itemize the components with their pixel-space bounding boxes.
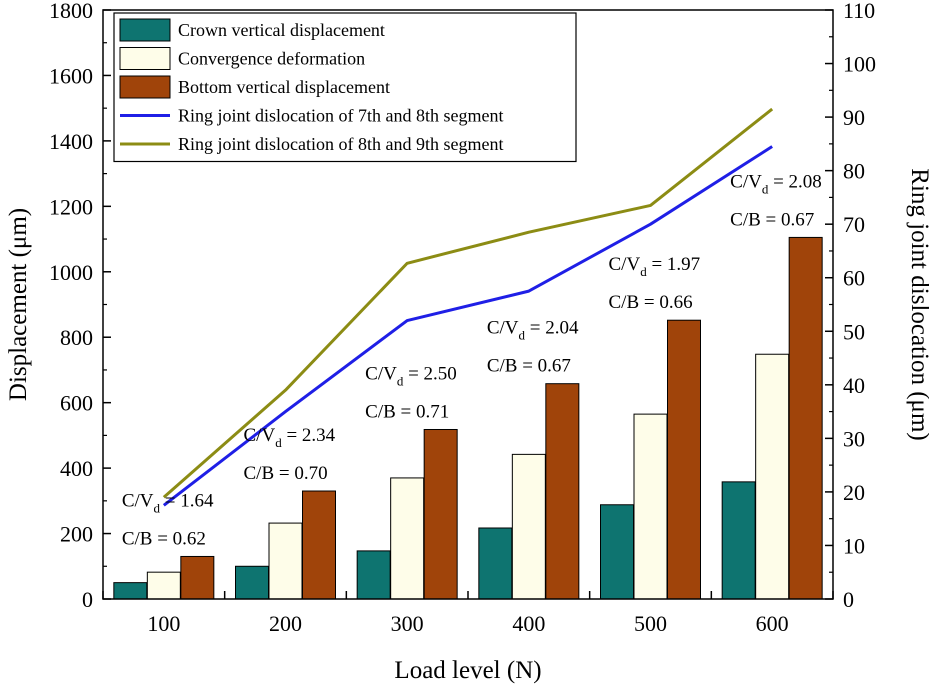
annotation-cb-ratio: C/B = 0.66 <box>609 292 693 313</box>
y2-tick-label: 70 <box>843 212 865 237</box>
bar-3-200 <box>302 490 336 600</box>
annotation-cb-ratio: C/B = 0.67 <box>487 356 571 377</box>
legend-swatch-3 <box>119 75 171 99</box>
axes-layer: 0 200 400 600 800 1000 1200 1400 1600 1800 0 10 20 30… <box>49 0 876 636</box>
annotation-cv-ratio: C/Vd = 2.50 <box>365 363 457 388</box>
bar-1-400 <box>478 527 513 600</box>
bar-2-500 <box>633 413 668 600</box>
y2-tick-label: 100 <box>843 52 876 77</box>
bar-2-100 <box>146 571 181 600</box>
legend-label-2: Convergence deformation <box>178 49 365 69</box>
annotation-cv-ratio: C/Vd = 1.97 <box>609 254 701 279</box>
legend-label-1: Crown vertical displacement <box>178 20 385 40</box>
annotation-cv-ratio: C/Vd = 2.08 <box>730 171 822 196</box>
x-tick-label: 400 <box>512 611 545 636</box>
bar-3-400 <box>545 383 580 600</box>
annotation-cv-ratio: C/Vd = 2.34 <box>244 425 336 450</box>
y2-tick-label: 90 <box>843 105 865 130</box>
y2-tick-label: 80 <box>843 159 865 184</box>
y-tick-label: 1400 <box>49 129 93 154</box>
y2-tick-label: 20 <box>843 480 865 505</box>
y-tick-label: 400 <box>60 456 93 481</box>
bar-1-500 <box>600 504 634 600</box>
y-tick-label: 1800 <box>49 0 93 23</box>
x-tick-label: 300 <box>391 611 424 636</box>
x-tick-label: 200 <box>269 611 302 636</box>
legend-swatch-2 <box>119 47 171 70</box>
annotation-cv-ratio: C/Vd = 2.04 <box>487 318 579 343</box>
y-tick-label: 600 <box>60 391 93 416</box>
annotation-cb-ratio: C/B = 0.62 <box>122 528 206 549</box>
bar-3-100 <box>180 555 215 600</box>
bar-2-600 <box>755 353 790 600</box>
y-axis-title: Displacement (μm) <box>5 208 32 401</box>
bar-1-200 <box>235 565 269 600</box>
bar-2-200 <box>268 522 303 600</box>
y-tick-label: 1600 <box>49 63 93 88</box>
y2-tick-label: 10 <box>843 533 865 558</box>
y-tick-label: 800 <box>60 325 93 350</box>
x-tick-label: 600 <box>756 611 789 636</box>
x-tick-label: 100 <box>147 611 180 636</box>
y2-tick-label: 110 <box>843 0 875 23</box>
legend-swatch-1 <box>119 18 171 42</box>
legend-box <box>113 12 577 163</box>
annotation-cb-ratio: C/B = 0.67 <box>730 209 814 230</box>
y2-tick-label: 60 <box>843 266 865 291</box>
bar-1-300 <box>356 550 391 600</box>
y2-tick-label: 0 <box>843 587 854 612</box>
annotations-layer: C/Vd = 1.64 C/B = 0.62 C/Vd = 2.34 C/B = 0.… <box>122 171 822 549</box>
y2-tick-label: 50 <box>843 319 865 344</box>
y2-tick-label: 30 <box>843 426 865 451</box>
bar-2-300 <box>390 477 425 600</box>
annotation-cv-ratio: C/Vd = 1.64 <box>122 490 214 515</box>
legend: Crown vertical displacement Convergence d… <box>113 12 577 163</box>
annotation-cb-ratio: C/B = 0.70 <box>244 463 328 484</box>
bar-1-100 <box>113 582 148 600</box>
series-line-2 <box>162 107 774 499</box>
annotation-cb-ratio: C/B = 0.71 <box>365 401 449 422</box>
y2-tick-label: 40 <box>843 373 865 398</box>
legend-label-5: Ring joint dislocation of 8th and 9th se… <box>178 134 503 154</box>
legend-label-3: Bottom vertical displacement <box>178 77 390 97</box>
lines-layer <box>162 107 774 507</box>
bar-3-600 <box>788 236 823 600</box>
bar-2-400 <box>511 453 546 600</box>
legend-label-4: Ring joint dislocation of 7th and 8th se… <box>178 106 503 126</box>
bars-layer <box>113 236 823 600</box>
x-axis-title: Load level (N) <box>394 657 541 684</box>
y-tick-label: 1000 <box>49 260 93 285</box>
y-tick-label: 0 <box>82 587 93 612</box>
bar-1-600 <box>721 481 756 600</box>
y-tick-label: 1200 <box>49 194 93 219</box>
x-tick-label: 500 <box>634 611 667 636</box>
bar-3-300 <box>423 428 458 600</box>
series-line-1 <box>162 145 773 507</box>
y2-axis-title: Ring joint dislocation (μm) <box>906 168 929 440</box>
bar-3-500 <box>667 319 701 600</box>
y-tick-label: 200 <box>60 522 93 547</box>
